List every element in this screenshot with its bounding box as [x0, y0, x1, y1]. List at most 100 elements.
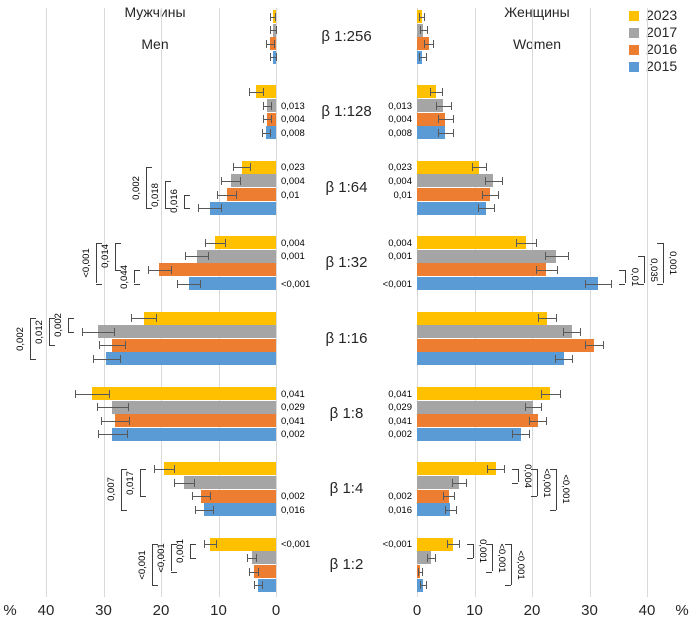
- error-bar-cap: [174, 464, 176, 473]
- error-bar-cap: [204, 540, 206, 549]
- error-bar-cap: [528, 430, 530, 439]
- gridline: [589, 8, 591, 597]
- significance-bracket-label: 0,035: [648, 258, 660, 282]
- p-value-label: 0,023: [388, 162, 412, 174]
- error-bar-cap: [458, 540, 460, 549]
- error-bar: [270, 57, 276, 59]
- significance-bracket-tick: [504, 544, 511, 546]
- p-value-label: 0,013: [281, 100, 305, 112]
- significance-bracket: [556, 468, 558, 510]
- error-bar: [266, 43, 275, 45]
- error-bar-cap: [546, 416, 548, 425]
- error-bar-cap: [541, 403, 543, 412]
- significance-bracket: [491, 544, 493, 572]
- error-bar: [100, 420, 130, 422]
- error-bar-cap: [447, 540, 449, 549]
- error-bar-cap: [498, 190, 500, 199]
- p-value-label: 0,041: [388, 388, 412, 400]
- significance-bracket-tick: [619, 269, 626, 271]
- error-bar: [418, 571, 422, 573]
- p-value-label: 0,01: [281, 189, 300, 201]
- error-bar-cap: [270, 26, 272, 35]
- error-bar-cap: [263, 101, 265, 110]
- category-label: β 1:4: [329, 480, 364, 498]
- p-value-label: 0,013: [388, 100, 412, 112]
- legend-item: 2017: [629, 24, 677, 41]
- significance-bracket-tick: [550, 509, 557, 511]
- bar: [226, 188, 276, 201]
- significance-bracket-label: 0,012: [33, 319, 45, 344]
- error-bar: [216, 194, 237, 196]
- error-bar: [419, 30, 427, 32]
- bar: [417, 414, 538, 428]
- error-bar: [563, 331, 581, 333]
- legend-label: 2017: [646, 24, 678, 40]
- error-bar-cap: [435, 553, 437, 562]
- error-bar-cap: [247, 553, 249, 562]
- significance-bracket-tick: [171, 544, 178, 546]
- error-bar: [430, 91, 442, 93]
- significance-bracket-tick: [184, 194, 191, 196]
- error-bar-cap: [276, 26, 277, 35]
- legend-label: 2015: [646, 58, 678, 74]
- error-bar: [198, 208, 222, 210]
- p-value-label: <0,001: [382, 539, 412, 551]
- error-bar-cap: [419, 12, 421, 21]
- gridline: [218, 8, 220, 597]
- significance-bracket-tick: [466, 557, 473, 559]
- error-bar-cap: [215, 540, 217, 549]
- significance-bracket-tick: [638, 283, 645, 285]
- error-bar-cap: [240, 176, 242, 185]
- error-bar: [555, 358, 573, 360]
- error-bar: [447, 544, 459, 546]
- error-bar-cap: [580, 327, 582, 336]
- error-bar: [529, 420, 547, 422]
- gridline: [161, 8, 162, 597]
- error-bar-cap: [96, 403, 98, 412]
- error-bar-cap: [456, 505, 458, 514]
- error-bar: [248, 571, 259, 573]
- axis-tick-label: 10: [210, 602, 227, 619]
- bar: [417, 325, 572, 339]
- error-bar: [192, 496, 211, 498]
- error-bar-cap: [170, 265, 172, 274]
- error-bar-cap: [224, 238, 226, 247]
- bar: [106, 352, 276, 366]
- error-bar-cap: [274, 39, 276, 48]
- significance-bracket: [114, 242, 116, 270]
- significance-bracket-label: <0,001: [541, 467, 553, 498]
- legend-swatch-icon: [629, 10, 639, 21]
- error-bar: [185, 256, 209, 258]
- error-bar: [435, 105, 451, 107]
- significance-bracket-tick: [146, 208, 153, 210]
- p-value-label: 0,002: [388, 491, 412, 503]
- significance-bracket-label: 0,044: [118, 264, 130, 289]
- gridline: [474, 8, 476, 597]
- error-bar-cap: [74, 389, 76, 398]
- women-title-ru: Женщины: [504, 4, 570, 20]
- bar: [209, 537, 276, 551]
- error-bar-cap: [275, 12, 277, 21]
- category-label: β 1:16: [325, 329, 368, 347]
- error-bar: [537, 318, 557, 320]
- significance-bracket: [67, 318, 69, 332]
- legend-swatch-icon: [629, 27, 639, 38]
- axis-tick-label: 40: [638, 602, 656, 619]
- error-bar: [544, 256, 568, 258]
- significance-bracket-tick: [485, 571, 492, 573]
- error-bar-cap: [555, 354, 556, 363]
- significance-bracket-tick: [531, 496, 538, 498]
- error-bar-cap: [452, 115, 454, 124]
- axis-tick-label: 40: [37, 602, 55, 619]
- error-bar: [419, 585, 426, 587]
- bar: [163, 462, 276, 476]
- error-bar-cap: [537, 314, 539, 323]
- bar: [417, 462, 496, 476]
- error-bar-cap: [131, 314, 133, 323]
- error-bar-cap: [433, 39, 435, 48]
- category-label: β 1:64: [325, 178, 368, 196]
- error-bar-cap: [430, 87, 432, 96]
- error-bar-cap: [216, 190, 218, 199]
- significance-bracket: [95, 242, 97, 284]
- error-bar-cap: [572, 354, 574, 363]
